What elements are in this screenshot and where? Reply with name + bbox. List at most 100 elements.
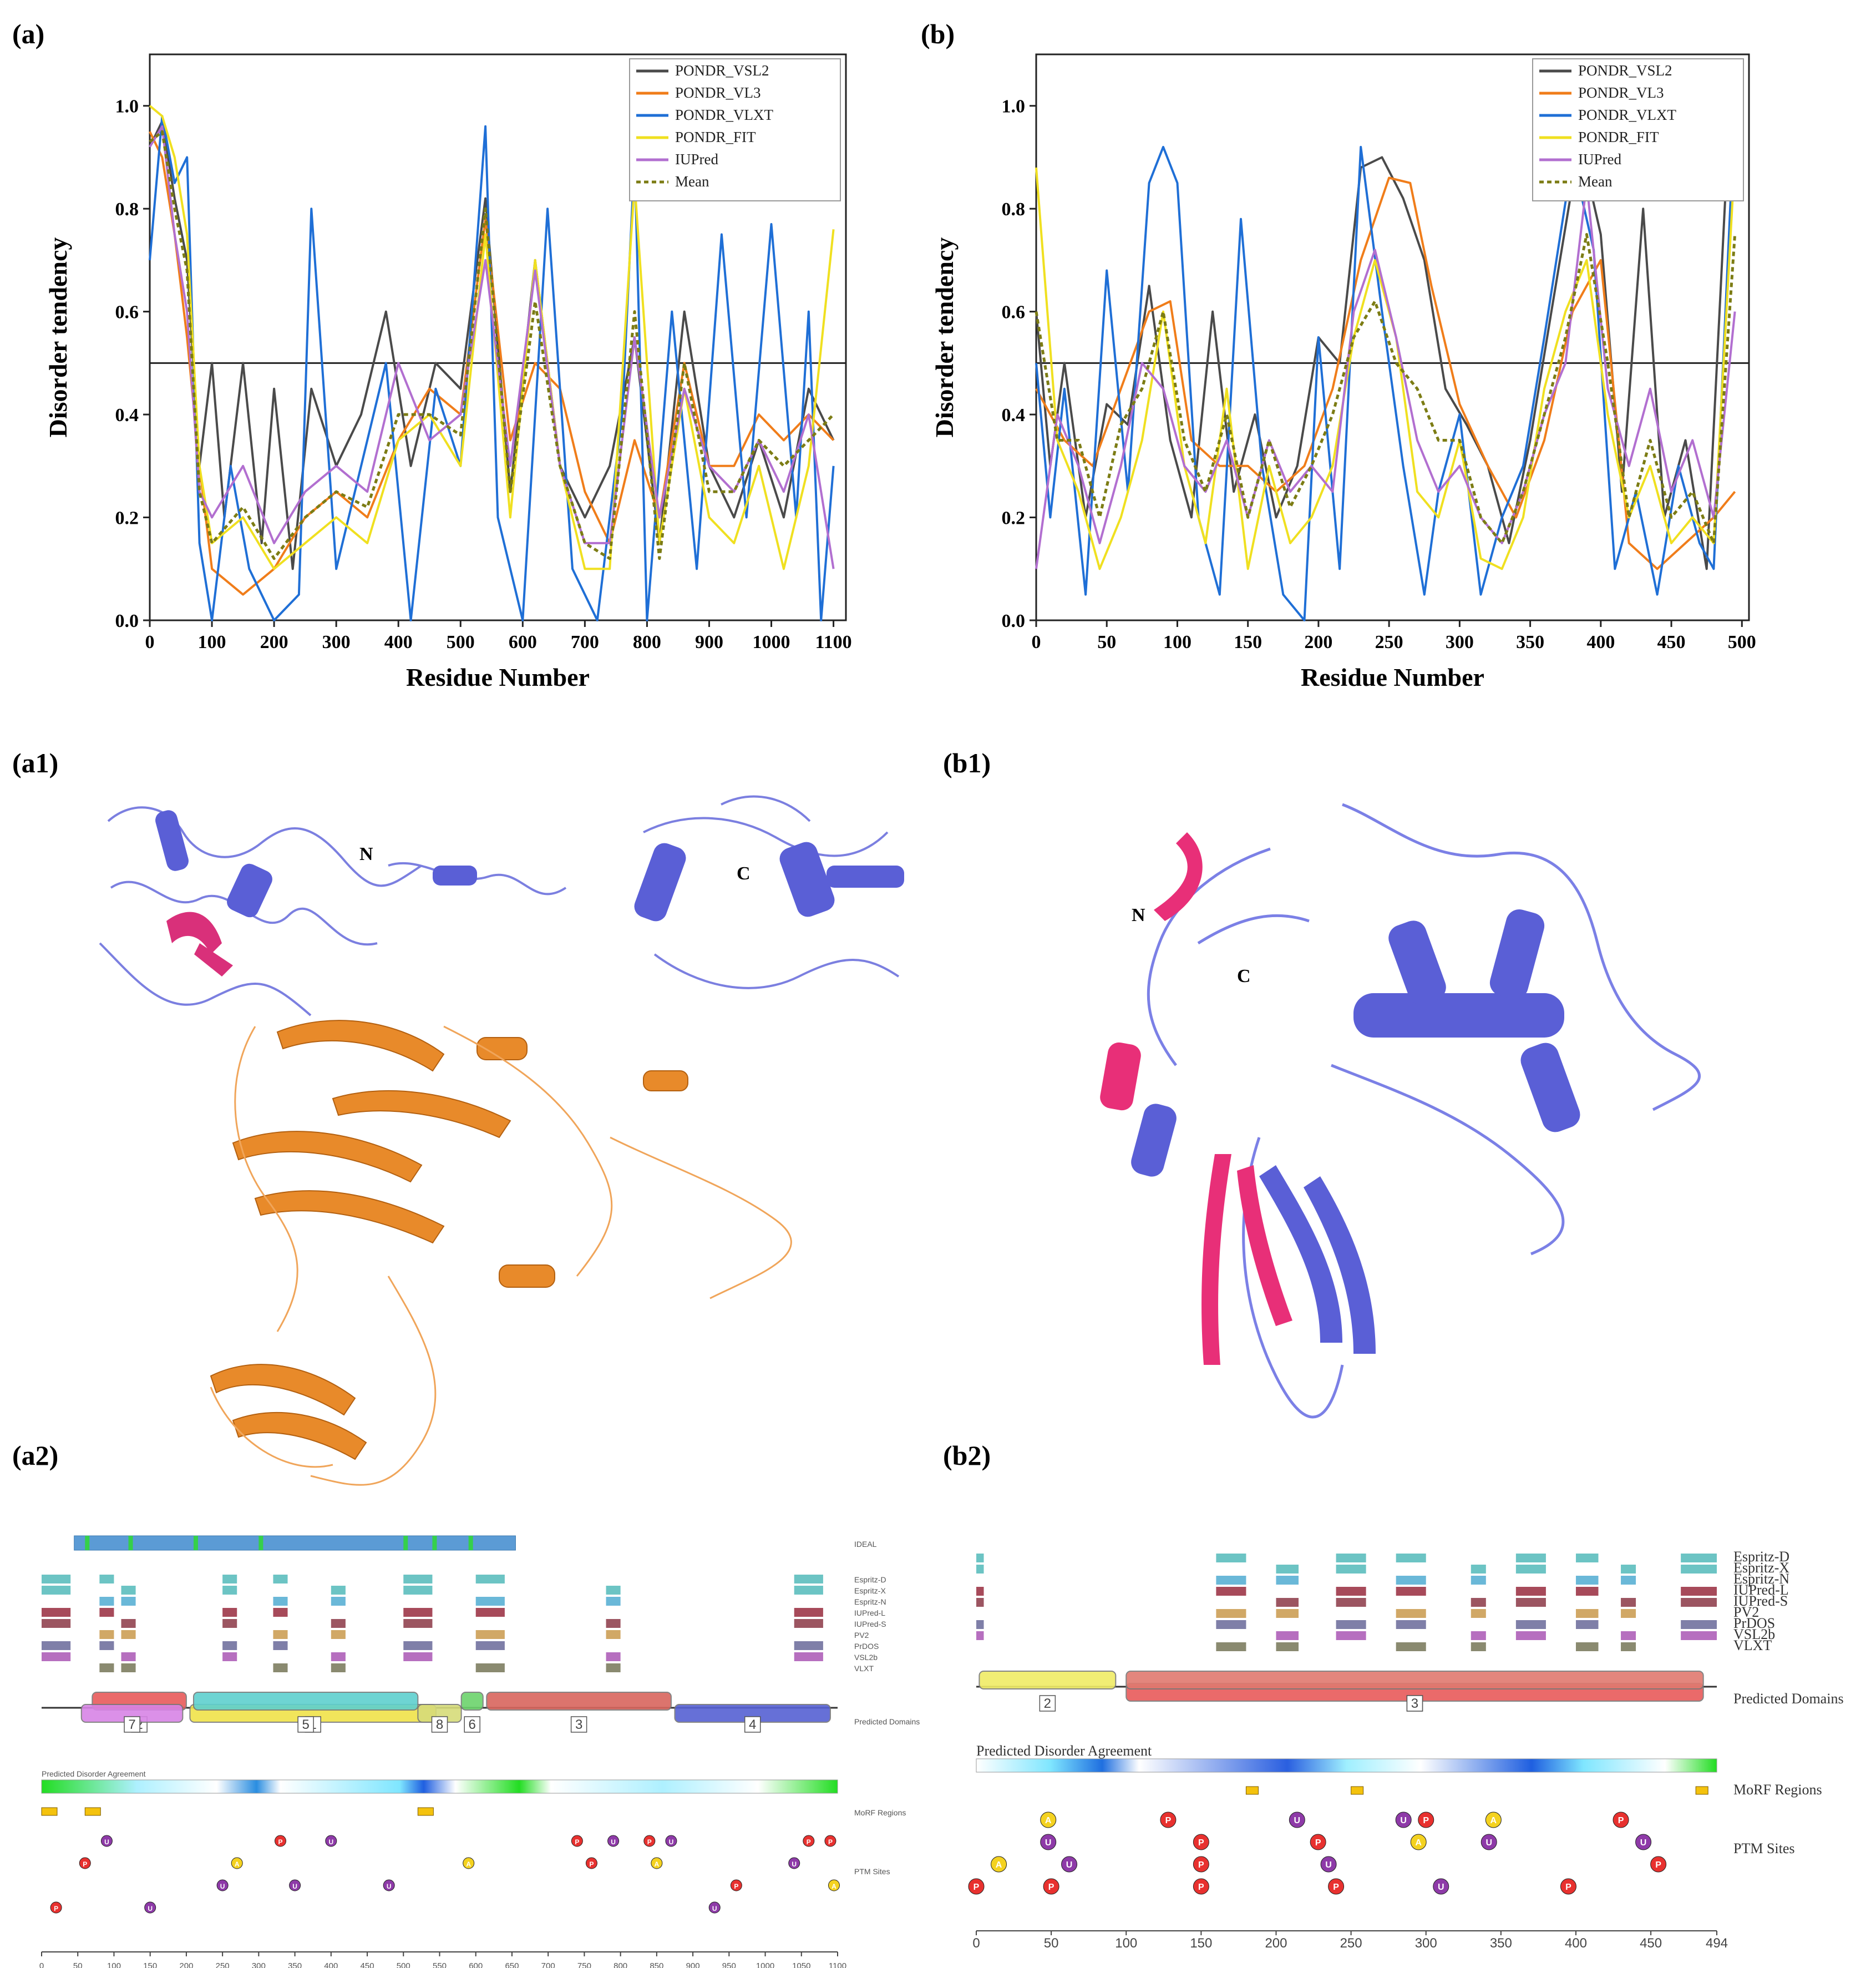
chart-b-y-tick-label: 0.6 (1002, 302, 1026, 323)
track-a2-predictor-segment (794, 1652, 823, 1661)
track-a2-predictor-segment (121, 1619, 136, 1628)
track-b2-predictor-segment (1336, 1598, 1366, 1607)
chart-a-x-tick-label: 200 (260, 632, 288, 652)
panel-label-a1: (a1) (12, 747, 58, 778)
track-a2-x-tick-label: 1050 (792, 1961, 810, 1968)
track-a2-predictor-label: Espritz-D (854, 1575, 886, 1584)
track-a2-x-tick-label: 850 (650, 1961, 663, 1968)
track-a2-predictor-segment (403, 1652, 433, 1661)
track-a2-ideal-mark (193, 1536, 198, 1550)
chart-b-x-tick-label: 50 (1097, 632, 1116, 652)
track-a2-predictor-segment (99, 1663, 114, 1672)
track-b2-ptm-site (1320, 1856, 1337, 1873)
track-b2-predictor-label: PrDOS (1733, 1615, 1775, 1631)
track-b2-ptm-letter: A (1490, 1816, 1497, 1825)
track-b2-predictor-segment (1276, 1631, 1299, 1640)
track-a2-ptm-site (607, 1835, 620, 1847)
track-b2-predictor-segment (1681, 1631, 1717, 1640)
track-a2-ptm-site (828, 1879, 840, 1891)
track-a2-predictor-segment (273, 1608, 288, 1617)
track-b2-morf-region (1245, 1786, 1259, 1795)
track-a2-predictor-segment (99, 1630, 114, 1639)
track-b2-x-tick-label: 50 (1044, 1936, 1059, 1951)
chart-a-y-tick-label: 0.2 (115, 508, 139, 529)
structure-b1-helices (1131, 909, 1580, 1354)
track-b2-predictor-segment (1276, 1642, 1299, 1651)
track-b2-ptm-site (1650, 1856, 1667, 1873)
track-a2-predictor-segment (403, 1608, 433, 1617)
track-a2-predictor-segment (794, 1575, 823, 1583)
track-a2-predictor-label: IUPred-L (854, 1608, 885, 1617)
track-b2-predictor-segment (1575, 1642, 1599, 1651)
chart-b-x-tick-label: 450 (1657, 632, 1686, 652)
track-a2-domain-label-box (744, 1716, 761, 1733)
track-a2-ptm-site (100, 1835, 113, 1847)
track-a2-ptm-letter: U (220, 1883, 225, 1890)
track-b2-ptm-letter: U (1640, 1838, 1647, 1848)
track-a2-x-tick-label: 150 (143, 1961, 157, 1968)
track-b2-ptm-letter: P (1048, 1883, 1054, 1892)
track-a2-ptm-site (571, 1835, 583, 1847)
chart-a-y-axis-title: Disorder tendency (44, 237, 72, 438)
track-b2-agreement-label: Predicted Disorder Agreement (976, 1743, 1152, 1759)
panel-label-b1: (b1) (943, 747, 991, 778)
track-a2-ptm-letter: U (387, 1883, 392, 1890)
track-a2-domain-bar (460, 1692, 484, 1711)
track-a2-ptm-site (708, 1901, 721, 1914)
track-a2-x-tick-label: 350 (288, 1961, 302, 1968)
track-a2-predictor-segment (794, 1619, 823, 1628)
track-a2-predictor-segment (403, 1641, 433, 1650)
track-b2-predictor-segment (976, 1565, 984, 1574)
track-b2-ptm-site (991, 1856, 1007, 1873)
track-a2-domain-label-box (570, 1716, 587, 1733)
track-b2-predictor-segment (1575, 1620, 1599, 1629)
chart-a-x-tick-label: 600 (509, 632, 537, 652)
track-a2-predictor-label: Espritz-X (854, 1586, 886, 1595)
track-b2-ptm-site (1418, 1812, 1434, 1828)
track-b2-predictor-segment (1396, 1620, 1426, 1629)
chart-b-legend-box (1532, 58, 1744, 201)
track-b2-predictor-segment (1515, 1620, 1546, 1629)
track-a2-predictor-segment (475, 1630, 505, 1639)
track-a2-predictor-segment (475, 1641, 505, 1650)
chart-a-y-tick-label: 1.0 (115, 97, 139, 117)
track-a2-ptm-site (643, 1835, 656, 1847)
track-b2-predictor-segment (1575, 1609, 1599, 1618)
chart-a-plot-frame (149, 53, 847, 621)
track-b2-domain-bar (978, 1671, 1117, 1689)
chart-b-series-iupred (1035, 181, 1736, 569)
track-a2-predictor-segment (331, 1619, 346, 1628)
track-b2-ptm-site (1485, 1812, 1502, 1828)
chart-a-legend-label: Mean (675, 173, 709, 190)
track-a2-predictor-segment (794, 1608, 823, 1617)
track-a2-predictor-segment (606, 1597, 621, 1606)
track-a2-predictor-segment (42, 1575, 71, 1583)
track-b2-ptm-site (1061, 1856, 1078, 1873)
track-b2-predictor-segment (1515, 1554, 1546, 1562)
track-b2-domain-label: 3 (1411, 1696, 1418, 1711)
track-a2-x-tick-label: 600 (469, 1961, 483, 1968)
track-b2: Espritz-DEspritz-XEspritz-NIUPred-LIUPre… (968, 1549, 1844, 1951)
chart-a-y-tick-label: 0.8 (115, 199, 139, 220)
track-b2-predictor-segment (1336, 1631, 1366, 1640)
chart-b-plot-frame (1035, 53, 1750, 621)
track-b2-predictor-segment (1621, 1642, 1636, 1651)
structure-a1-disordered (166, 912, 233, 977)
track-a2-morf-region (41, 1807, 58, 1816)
chart-b-legend-label: PONDR_FIT (1578, 129, 1659, 145)
track-a2-predictor-segment (99, 1608, 114, 1617)
chart-b-legend-label: IUPred (1578, 151, 1621, 168)
track-a2-ideal-mark (468, 1536, 473, 1550)
track-a2-predictor-segment (606, 1652, 621, 1661)
track-a2-ptm-label: PTM Sites (854, 1867, 890, 1876)
track-a2-domain-label: 4 (749, 1717, 756, 1732)
track-b2-x-tick-label: 250 (1340, 1936, 1362, 1951)
track-a2-agreement-bar (41, 1779, 838, 1794)
chart-b-x-tick-label: 350 (1516, 632, 1544, 652)
chart-b-x-tick-label: 150 (1234, 632, 1262, 652)
track-b2-x-tick-label: 494 (1706, 1936, 1728, 1951)
track-b2-predictor-segment (1621, 1609, 1636, 1618)
track-a2-x-tick-label: 1100 (829, 1961, 846, 1968)
track-b2-ptm-site (1193, 1856, 1209, 1873)
track-b2-ptm-site (1328, 1878, 1345, 1895)
